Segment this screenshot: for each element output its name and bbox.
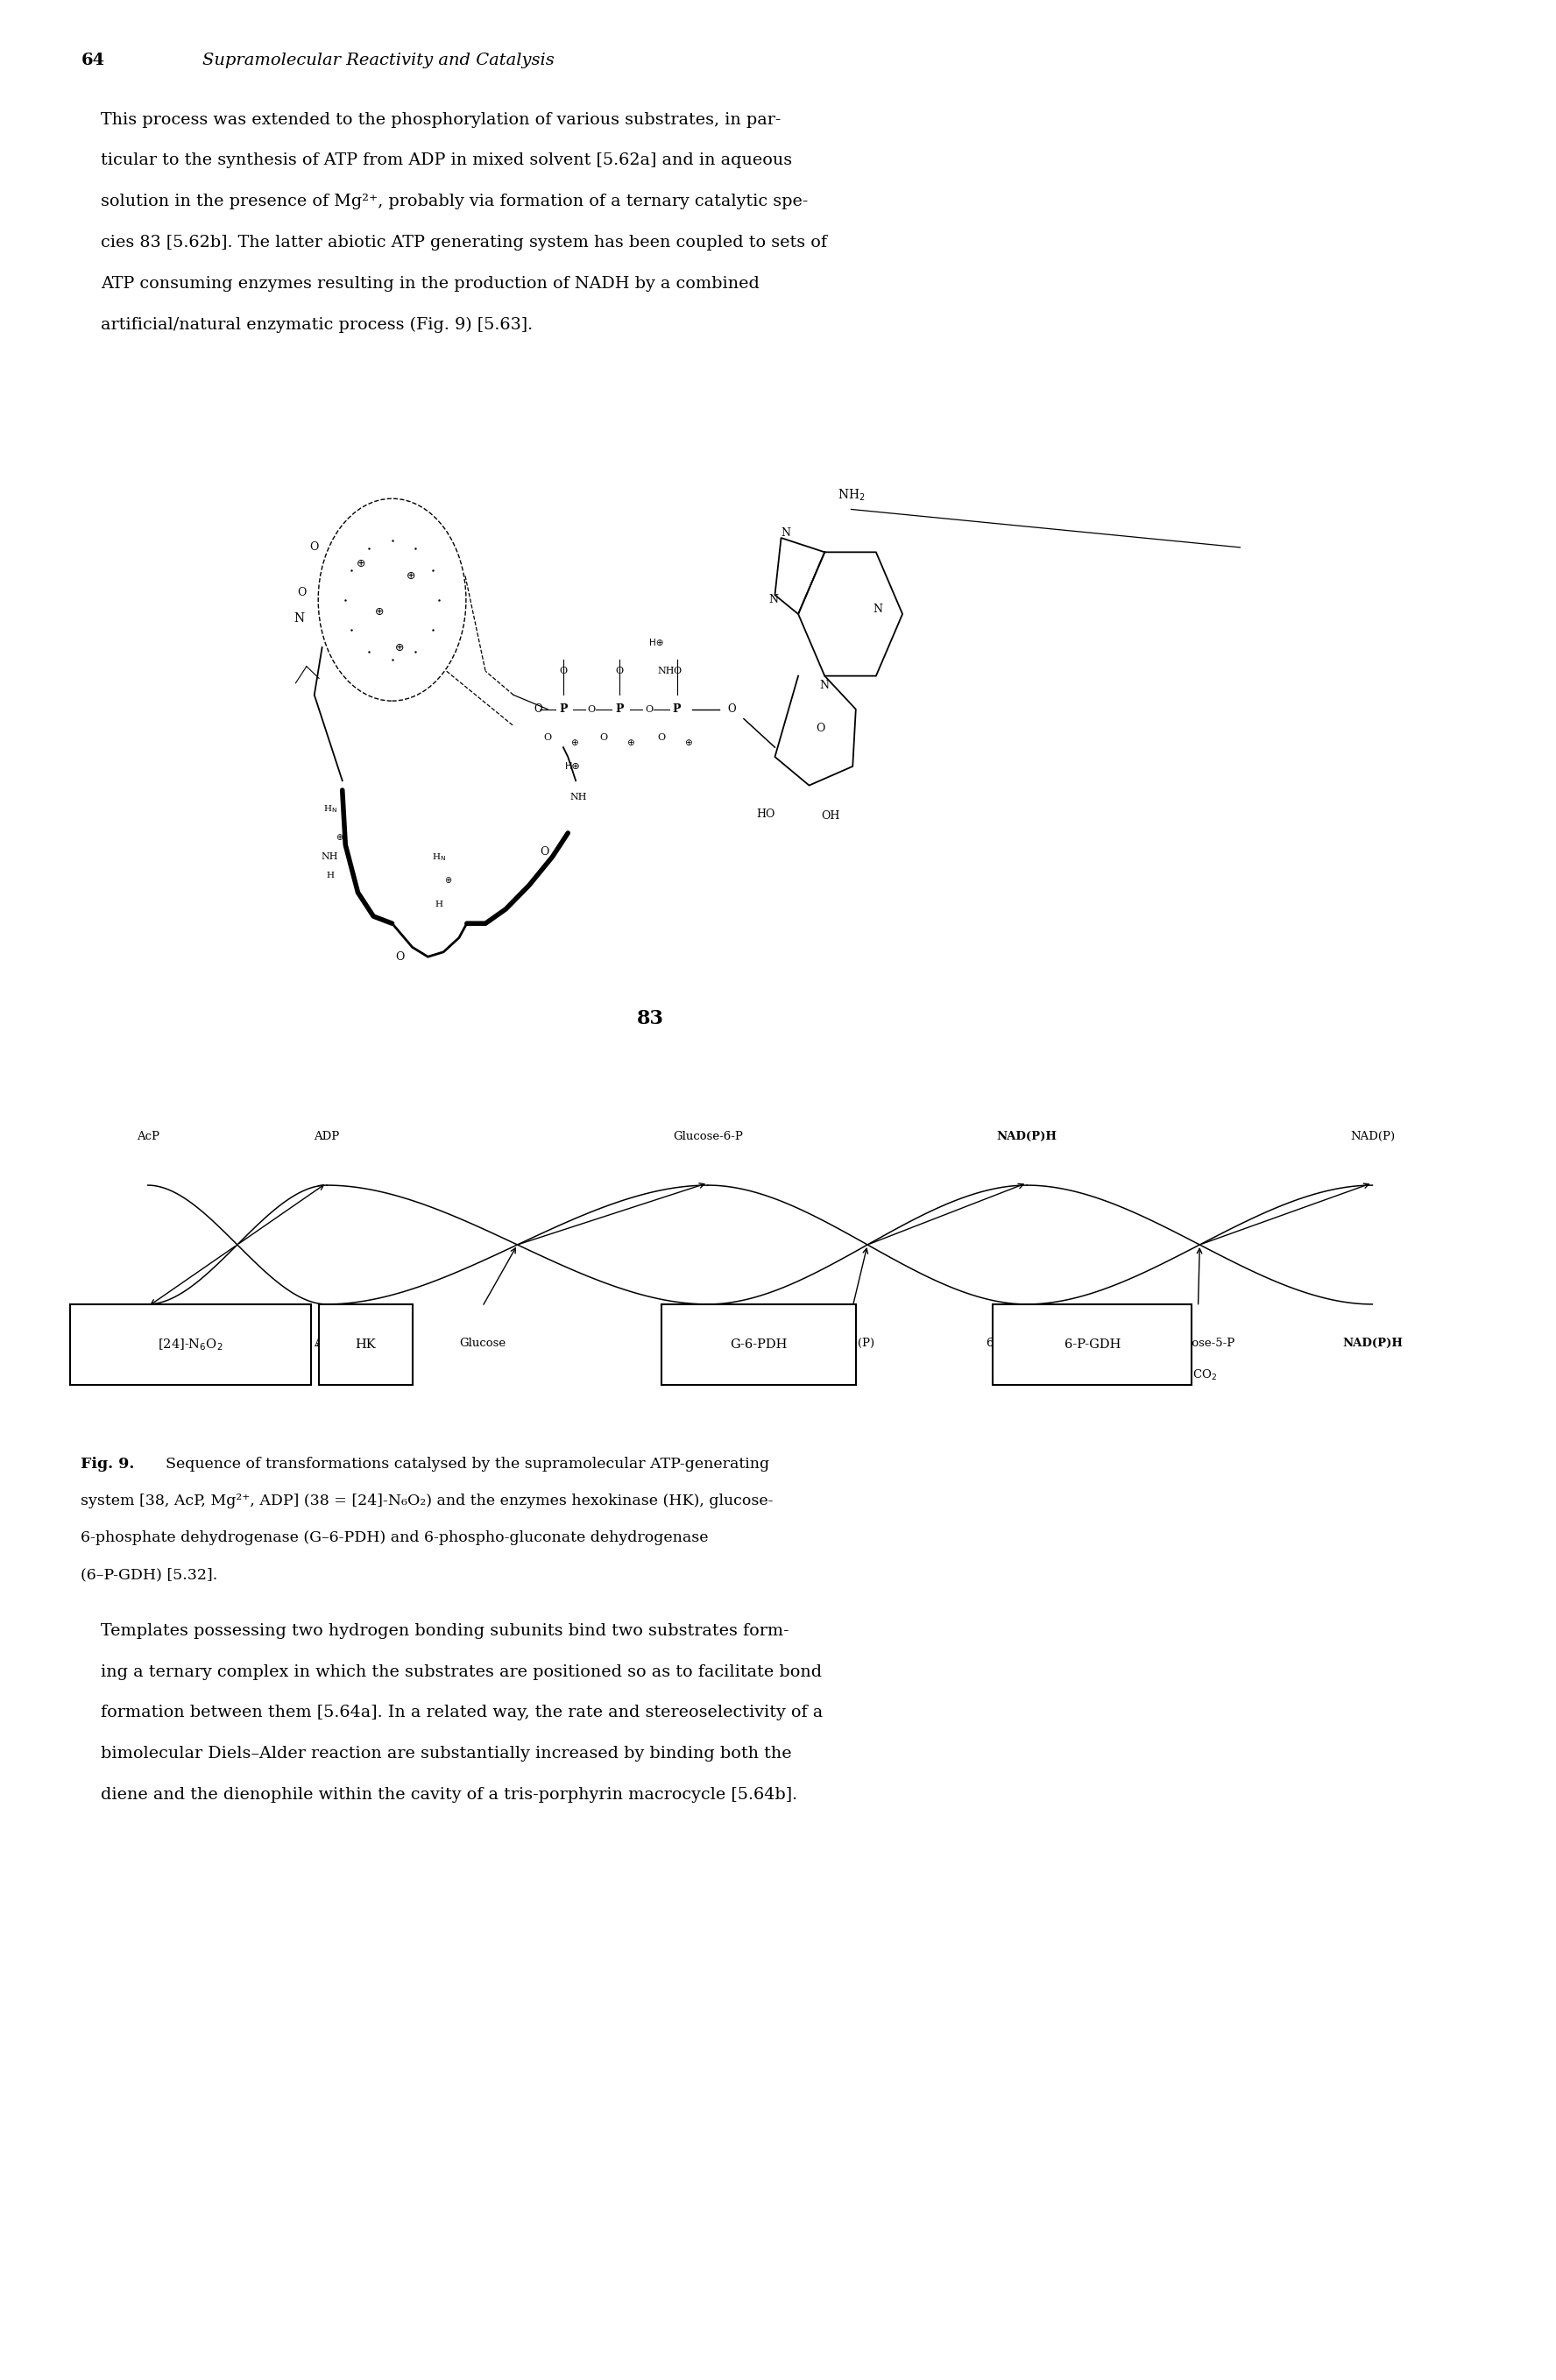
Text: N: N <box>294 612 303 626</box>
Text: formation between them [5.64a]. In a related way, the rate and stereoselectivity: formation between them [5.64a]. In a rel… <box>101 1704 823 1721</box>
Text: O: O <box>559 666 568 676</box>
Text: NAD(P): NAD(P) <box>1351 1130 1394 1142</box>
Text: O: O <box>657 733 666 743</box>
Text: ATP: ATP <box>314 1338 339 1349</box>
Text: [24]-N$_6$O$_2$: [24]-N$_6$O$_2$ <box>159 1338 223 1352</box>
Text: O: O <box>672 666 682 676</box>
Text: O: O <box>310 543 319 552</box>
Text: ⊕: ⊕ <box>395 643 405 652</box>
Text: ⊕: ⊕ <box>336 833 342 843</box>
Text: N: N <box>820 681 829 690</box>
Text: O: O <box>815 724 825 733</box>
Text: ATP consuming enzymes resulting in the production of NADH by a combined: ATP consuming enzymes resulting in the p… <box>101 276 759 290</box>
Text: AcOH: AcOH <box>131 1338 165 1349</box>
Text: bimolecular Diels–Alder reaction are substantially increased by binding both the: bimolecular Diels–Alder reaction are sub… <box>101 1747 792 1761</box>
Text: diene and the dienophile within the cavity of a tris-porphyrin macrocycle [5.64b: diene and the dienophile within the cavi… <box>101 1787 798 1802</box>
Text: H⊕: H⊕ <box>565 762 580 771</box>
Text: NAD(P)H: NAD(P)H <box>997 1130 1057 1142</box>
Text: ing a ternary complex in which the substrates are positioned so as to facilitate: ing a ternary complex in which the subst… <box>101 1664 822 1680</box>
Text: P: P <box>615 704 624 714</box>
Text: (6–P-GDH) [5.32].: (6–P-GDH) [5.32]. <box>81 1566 218 1583</box>
FancyBboxPatch shape <box>319 1304 412 1385</box>
Text: NAD(P)H: NAD(P)H <box>1343 1338 1402 1349</box>
Text: 83: 83 <box>636 1009 664 1028</box>
Text: H$_\mathrm{N}$: H$_\mathrm{N}$ <box>433 852 445 862</box>
Text: P: P <box>559 704 568 714</box>
Text: HK: HK <box>355 1338 377 1352</box>
Text: H: H <box>434 900 443 909</box>
Text: NH: NH <box>322 852 338 862</box>
Text: ⊕: ⊕ <box>375 607 384 616</box>
Text: H: H <box>325 871 335 881</box>
Text: 64: 64 <box>81 52 104 69</box>
Text: O: O <box>587 704 596 714</box>
Text: O: O <box>727 704 736 714</box>
Text: solution in the presence of Mg²⁺, probably via formation of a ternary catalytic : solution in the presence of Mg²⁺, probab… <box>101 193 809 209</box>
Text: artificial/natural enzymatic process (Fig. 9) [5.63].: artificial/natural enzymatic process (Fi… <box>101 317 534 333</box>
Text: Ribulose-5-P: Ribulose-5-P <box>1161 1338 1235 1349</box>
Text: 6-P-Gluconate: 6-P-Gluconate <box>987 1338 1067 1349</box>
Text: O: O <box>395 952 405 962</box>
Text: ticular to the synthesis of ATP from ADP in mixed solvent [5.62a] and in aqueous: ticular to the synthesis of ATP from ADP… <box>101 152 792 169</box>
Text: G-6-PDH: G-6-PDH <box>730 1338 787 1352</box>
Text: O: O <box>644 704 654 714</box>
FancyBboxPatch shape <box>70 1304 311 1385</box>
Text: HO: HO <box>756 809 775 819</box>
Text: O: O <box>615 666 624 676</box>
Text: Sequence of transformations catalysed by the supramolecular ATP-generating: Sequence of transformations catalysed by… <box>156 1457 769 1471</box>
Text: N: N <box>769 595 778 605</box>
Text: Fig. 9.: Fig. 9. <box>81 1457 135 1471</box>
Text: H⊕: H⊕ <box>649 638 664 647</box>
Text: ⊕: ⊕ <box>406 571 415 581</box>
Text: N: N <box>781 528 790 538</box>
Text: ⊕: ⊕ <box>685 738 691 747</box>
Text: O: O <box>540 847 549 857</box>
Text: ⊕: ⊕ <box>627 738 633 747</box>
Text: 6-phosphate dehydrogenase (G–6-PDH) and 6-phospho-gluconate dehydrogenase: 6-phosphate dehydrogenase (G–6-PDH) and … <box>81 1530 708 1545</box>
Text: system [38, AcP, Mg²⁺, ADP] (38 = [24]-N₆O₂) and the enzymes hexokinase (HK), gl: system [38, AcP, Mg²⁺, ADP] (38 = [24]-N… <box>81 1495 773 1509</box>
Text: ⊕: ⊕ <box>445 876 451 885</box>
Text: O: O <box>543 733 552 743</box>
Text: NH: NH <box>658 666 674 676</box>
Text: Templates possessing two hydrogen bonding subunits bind two substrates form-: Templates possessing two hydrogen bondin… <box>101 1623 789 1640</box>
Text: ⊕: ⊕ <box>571 738 577 747</box>
Text: Supramolecular Reactivity and Catalysis: Supramolecular Reactivity and Catalysis <box>202 52 554 69</box>
Text: NH: NH <box>571 793 587 802</box>
Text: AcP: AcP <box>137 1130 159 1142</box>
Text: O: O <box>297 588 307 597</box>
Text: NAD(P): NAD(P) <box>831 1338 874 1349</box>
Text: NH$_2$: NH$_2$ <box>837 488 865 502</box>
Text: cies 83 [5.62b]. The latter abiotic ATP generating system has been coupled to se: cies 83 [5.62b]. The latter abiotic ATP … <box>101 236 828 250</box>
Text: Glucose: Glucose <box>459 1338 506 1349</box>
FancyBboxPatch shape <box>993 1304 1192 1385</box>
FancyBboxPatch shape <box>661 1304 856 1385</box>
Text: OH: OH <box>822 812 840 821</box>
Text: ATP: ATP <box>316 1338 338 1349</box>
Text: O: O <box>534 704 543 714</box>
Text: Glucose-6-P: Glucose-6-P <box>674 1130 742 1142</box>
Text: ⊕: ⊕ <box>356 559 366 569</box>
Text: H$_\mathrm{N}$: H$_\mathrm{N}$ <box>324 804 336 814</box>
Text: This process was extended to the phosphorylation of various substrates, in par-: This process was extended to the phospho… <box>101 112 781 129</box>
Text: N: N <box>873 605 882 614</box>
Text: O: O <box>599 733 608 743</box>
Text: ADP: ADP <box>314 1130 339 1142</box>
Text: + CO$_2$: + CO$_2$ <box>1179 1368 1217 1383</box>
Text: P: P <box>672 704 682 714</box>
Text: 6-P-GDH: 6-P-GDH <box>1064 1338 1120 1352</box>
